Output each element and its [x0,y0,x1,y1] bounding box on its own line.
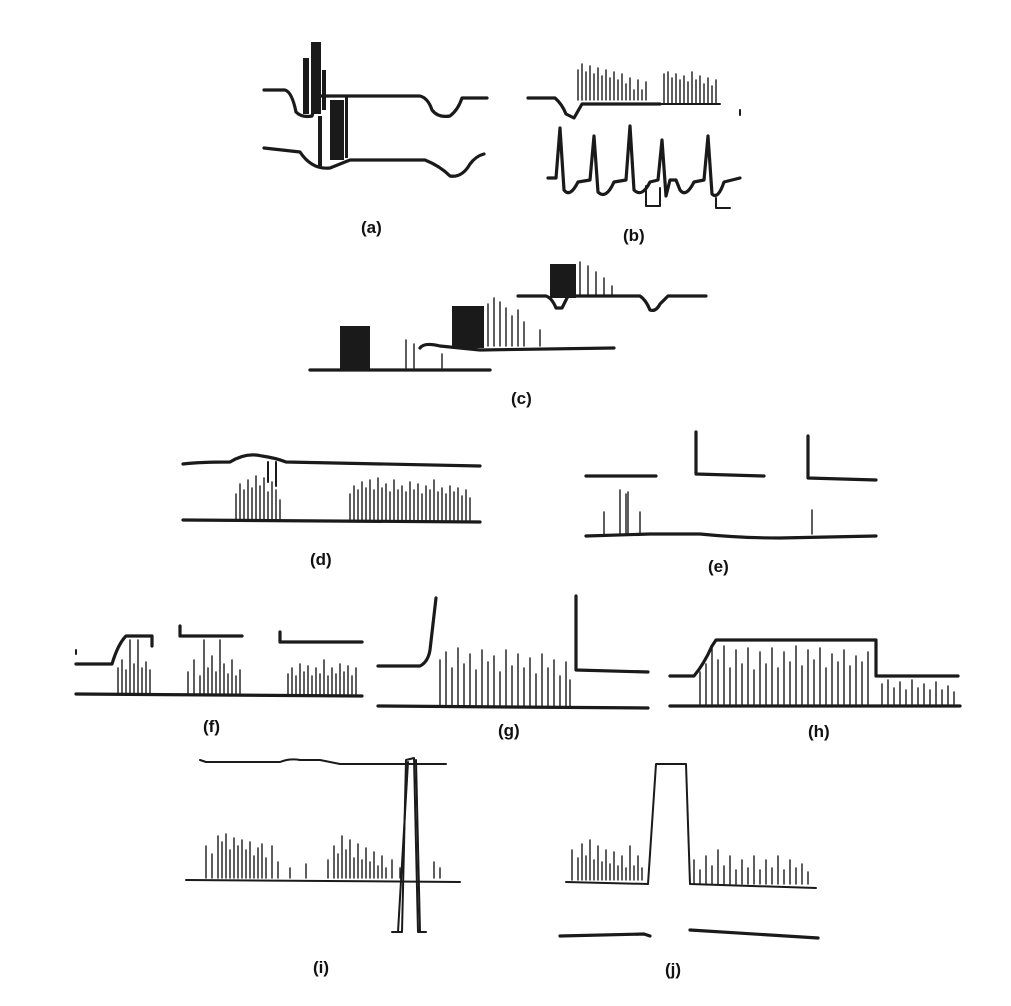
panel-g-traces [376,594,650,710]
panel-label-b: (b) [623,226,645,245]
panel-label-g: (g) [498,721,520,740]
panel-a-traces [262,42,489,178]
panel-label-f: (f) [203,717,220,736]
panel-label-d: (d) [310,550,332,569]
panel-d-traces [181,453,482,524]
panel-i-traces [185,757,461,933]
panel-j-traces [558,763,820,940]
panel-h-traces [668,638,962,708]
panel-b-traces [526,63,742,209]
panel-label-i: (i) [313,958,330,977]
panel-label-j: (j) [665,960,682,979]
panel-f-traces [74,624,364,698]
panel-e-traces [584,430,878,540]
panel-label-a: (a) [361,218,382,237]
panel-label-e: (e) [708,557,729,576]
panel-label-c: (c) [511,389,532,408]
panel-label-h: (h) [808,722,830,741]
panel-c-traces [308,261,708,372]
